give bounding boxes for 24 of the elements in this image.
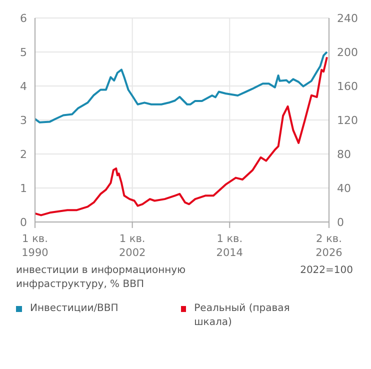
text: 2022=100	[300, 264, 353, 278]
y2-tick-label: 40	[337, 182, 351, 195]
y-axis-title: инвестиции в информационную инфраструктуру, % ВВП	[16, 264, 187, 292]
y-tick-label: 6	[20, 12, 27, 25]
x-tick-label: 2 кв. 2026	[316, 233, 343, 259]
line-series	[35, 51, 328, 124]
y-tick-label: 4	[20, 80, 27, 93]
y-tick-label: 1	[20, 182, 27, 195]
y2-tick-label: 0	[337, 216, 344, 229]
y2-tick-label: 240	[337, 12, 358, 25]
y-tick-label: 3	[20, 114, 27, 127]
y-tick-label: 0	[20, 216, 27, 229]
y2-tick-label: 200	[337, 46, 358, 59]
line-series	[35, 56, 328, 216]
y2-tick-label: 80	[337, 148, 351, 161]
y-tick-label: 2	[20, 148, 27, 161]
y-tick-label: 5	[20, 46, 27, 59]
legend-label: Реальный (правая шкала)	[194, 302, 291, 330]
y2-tick-label: 160	[337, 80, 358, 93]
legend-label: Инвестиции/ВВП	[30, 302, 118, 316]
x-tick-label: 1 кв. 2014	[216, 233, 244, 259]
x-tick-label: 1 кв. 2002	[118, 233, 146, 259]
y2-tick-label: 120	[337, 114, 358, 127]
x-tick-label: 1 кв. 1990	[22, 233, 48, 259]
